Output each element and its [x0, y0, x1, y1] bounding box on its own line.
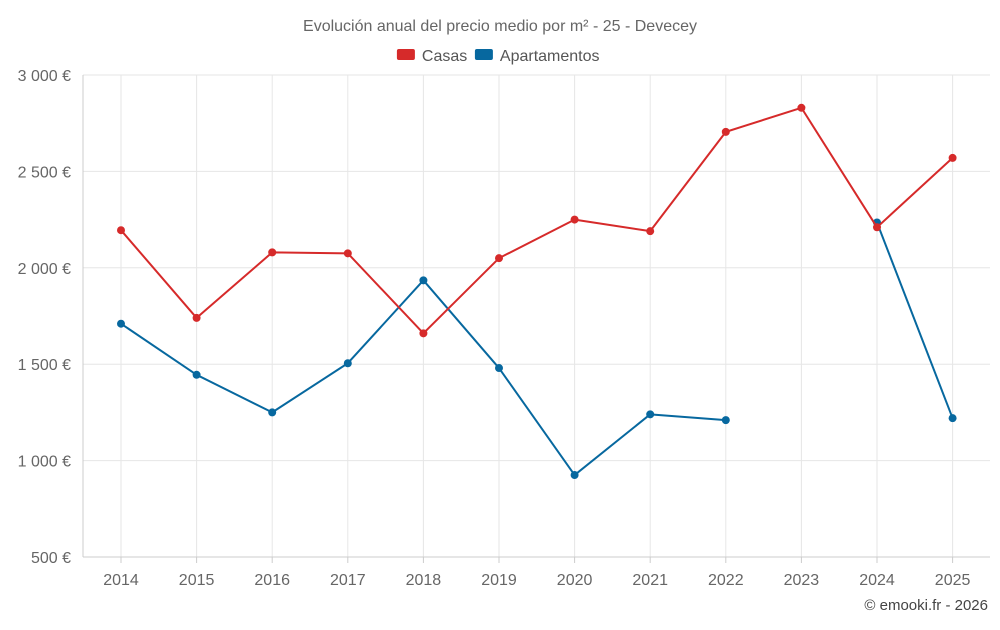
data-point-casas[interactable]	[646, 227, 655, 236]
series-apartamentos	[117, 218, 957, 480]
legend-label: Apartamentos	[500, 48, 600, 65]
series-layer	[117, 103, 957, 480]
data-point-casas[interactable]	[873, 223, 881, 232]
data-point-apartamentos[interactable]	[646, 410, 655, 419]
y-tick-label: 2 500 €	[18, 164, 71, 181]
data-point-casas[interactable]	[268, 248, 277, 257]
data-point-casas[interactable]	[419, 329, 428, 338]
x-tick-label: 2023	[784, 572, 820, 589]
x-tick-label: 2015	[179, 572, 215, 589]
x-tick-label: 2022	[708, 572, 744, 589]
data-point-casas[interactable]	[343, 249, 352, 258]
y-tick-label: 1 000 €	[18, 454, 71, 471]
x-tick-label: 2016	[254, 572, 290, 589]
series-line-apartamentos	[876, 222, 954, 419]
y-tick-label: 3 000 €	[18, 68, 71, 85]
legend[interactable]: Casas Apartamentos	[396, 48, 600, 65]
data-point-casas[interactable]	[192, 313, 201, 322]
legend-swatch	[474, 49, 493, 60]
legend-item-casas[interactable]: Casas	[396, 48, 467, 65]
data-point-casas[interactable]	[797, 103, 806, 112]
y-tick-label: 1 500 €	[18, 357, 71, 374]
x-tick-label: 2017	[330, 572, 366, 589]
y-tick-label: 500 €	[31, 550, 71, 567]
legend-label: Casas	[422, 48, 467, 65]
data-point-casas[interactable]	[570, 215, 579, 224]
data-point-apartamentos[interactable]	[192, 370, 201, 379]
data-point-apartamentos[interactable]	[268, 408, 277, 417]
x-tick-label: 2020	[557, 572, 593, 589]
credit-text: © emooki.fr - 2026	[864, 597, 988, 614]
data-point-apartamentos[interactable]	[948, 414, 957, 423]
data-point-apartamentos[interactable]	[570, 471, 579, 480]
data-point-casas[interactable]	[117, 226, 125, 235]
series-line-casas	[120, 106, 954, 335]
x-tick-label: 2019	[481, 572, 517, 589]
data-point-apartamentos[interactable]	[419, 276, 428, 285]
data-point-apartamentos[interactable]	[343, 359, 352, 368]
x-axis: 2014 2015 2016 2017 2018 2019 2020 2021 2022 2023…	[83, 556, 990, 589]
y-tick-label: 2 000 €	[18, 261, 71, 278]
x-tick-label: 2014	[103, 572, 139, 589]
legend-swatch	[396, 49, 415, 60]
x-tick-label: 2021	[632, 572, 668, 589]
legend-item-apartamentos[interactable]: Apartamentos	[474, 48, 600, 65]
x-tick-label: 2024	[859, 572, 895, 589]
data-point-apartamentos[interactable]	[721, 416, 730, 425]
grid	[83, 74, 990, 558]
y-axis: 500 € 1 000 € 1 500 € 2 000 € 2 500 € 3 000 €	[18, 68, 84, 567]
data-point-casas[interactable]	[948, 153, 957, 162]
chart-title: Evolución anual del precio medio por m² …	[303, 18, 697, 35]
x-tick-label: 2025	[935, 572, 971, 589]
series-casas	[117, 103, 957, 338]
x-tick-label: 2018	[406, 572, 442, 589]
data-point-casas[interactable]	[721, 127, 730, 136]
data-point-apartamentos[interactable]	[495, 364, 503, 373]
data-point-apartamentos[interactable]	[117, 319, 125, 328]
data-point-casas[interactable]	[495, 254, 503, 263]
